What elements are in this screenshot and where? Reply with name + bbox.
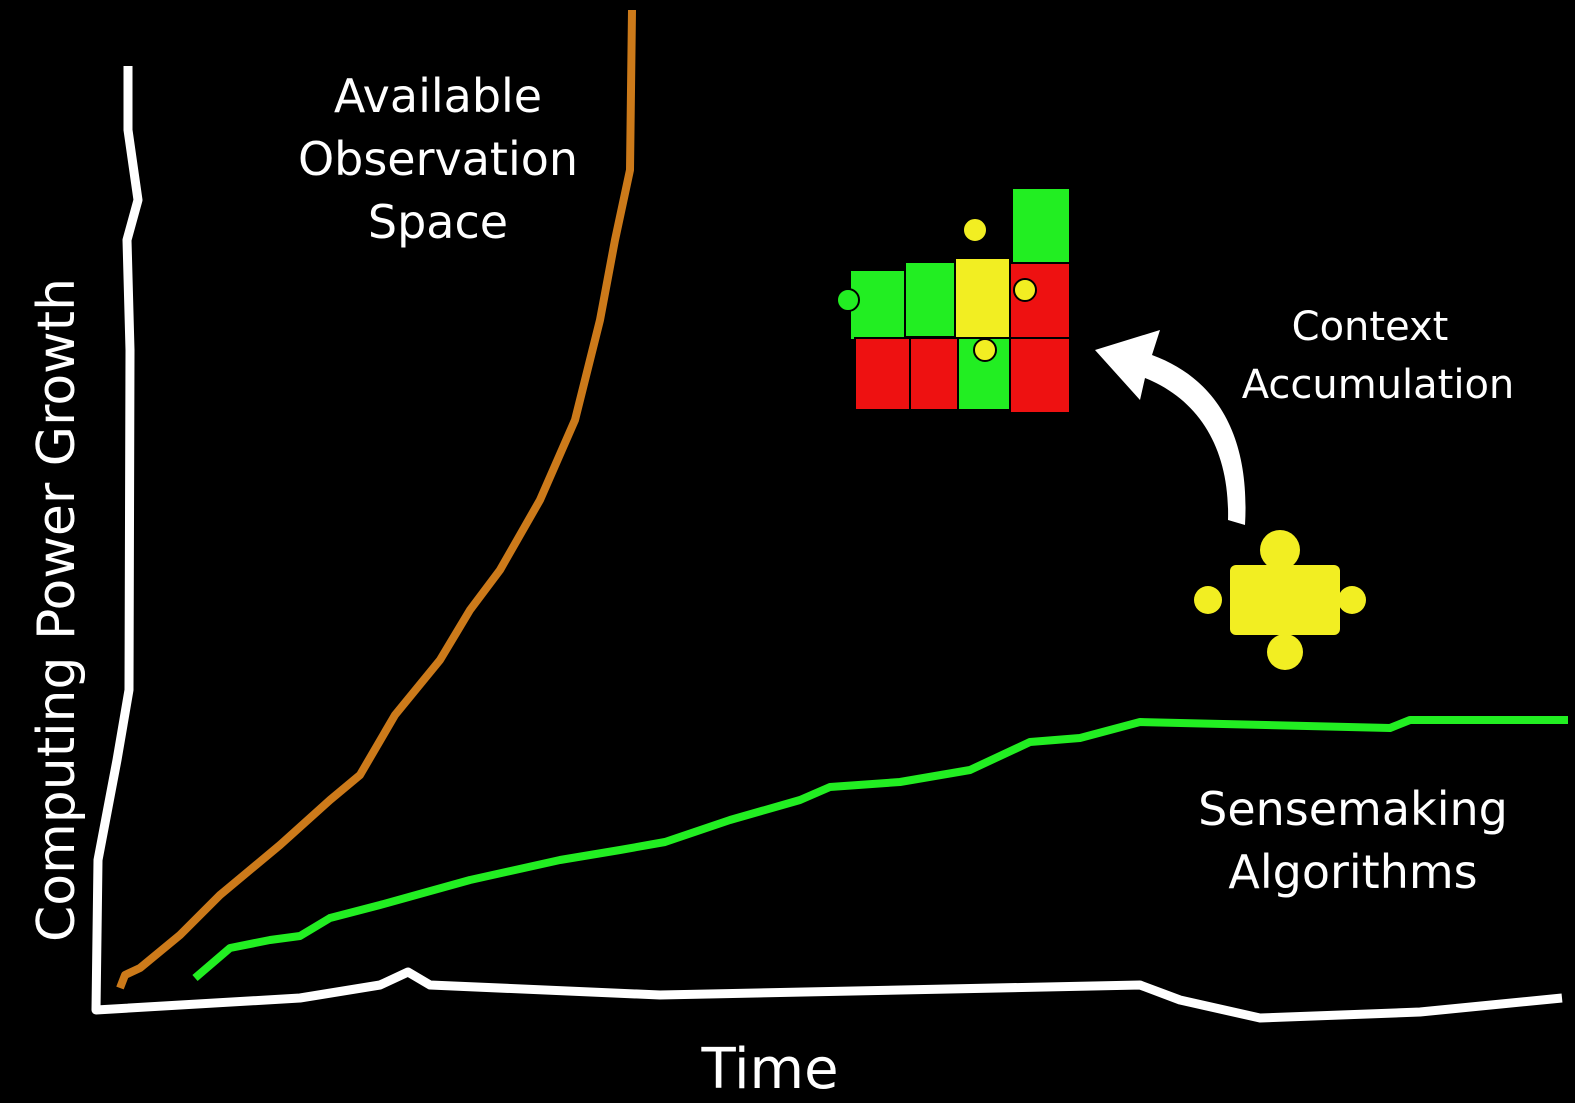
observation-curve	[116, 9, 636, 990]
curve-label: Observation	[298, 132, 578, 186]
arrow	[1095, 330, 1246, 525]
y-axis-label: Computing Power Growth	[27, 278, 87, 942]
annotation: Accumulation	[1242, 362, 1515, 408]
axes-line	[91, 66, 1563, 1023]
annotation: Context	[1292, 304, 1449, 350]
curve-label: Algorithms	[1228, 845, 1477, 899]
sensemaking-curve	[192, 716, 1568, 982]
curve-label: Sensemaking	[1198, 782, 1508, 836]
puzzle-cluster	[836, 187, 1071, 414]
curve-label: Available	[334, 69, 542, 123]
x-axis-label: Time	[700, 1037, 838, 1102]
puzzle-piece	[1194, 530, 1366, 670]
curve-label: Space	[368, 195, 508, 249]
